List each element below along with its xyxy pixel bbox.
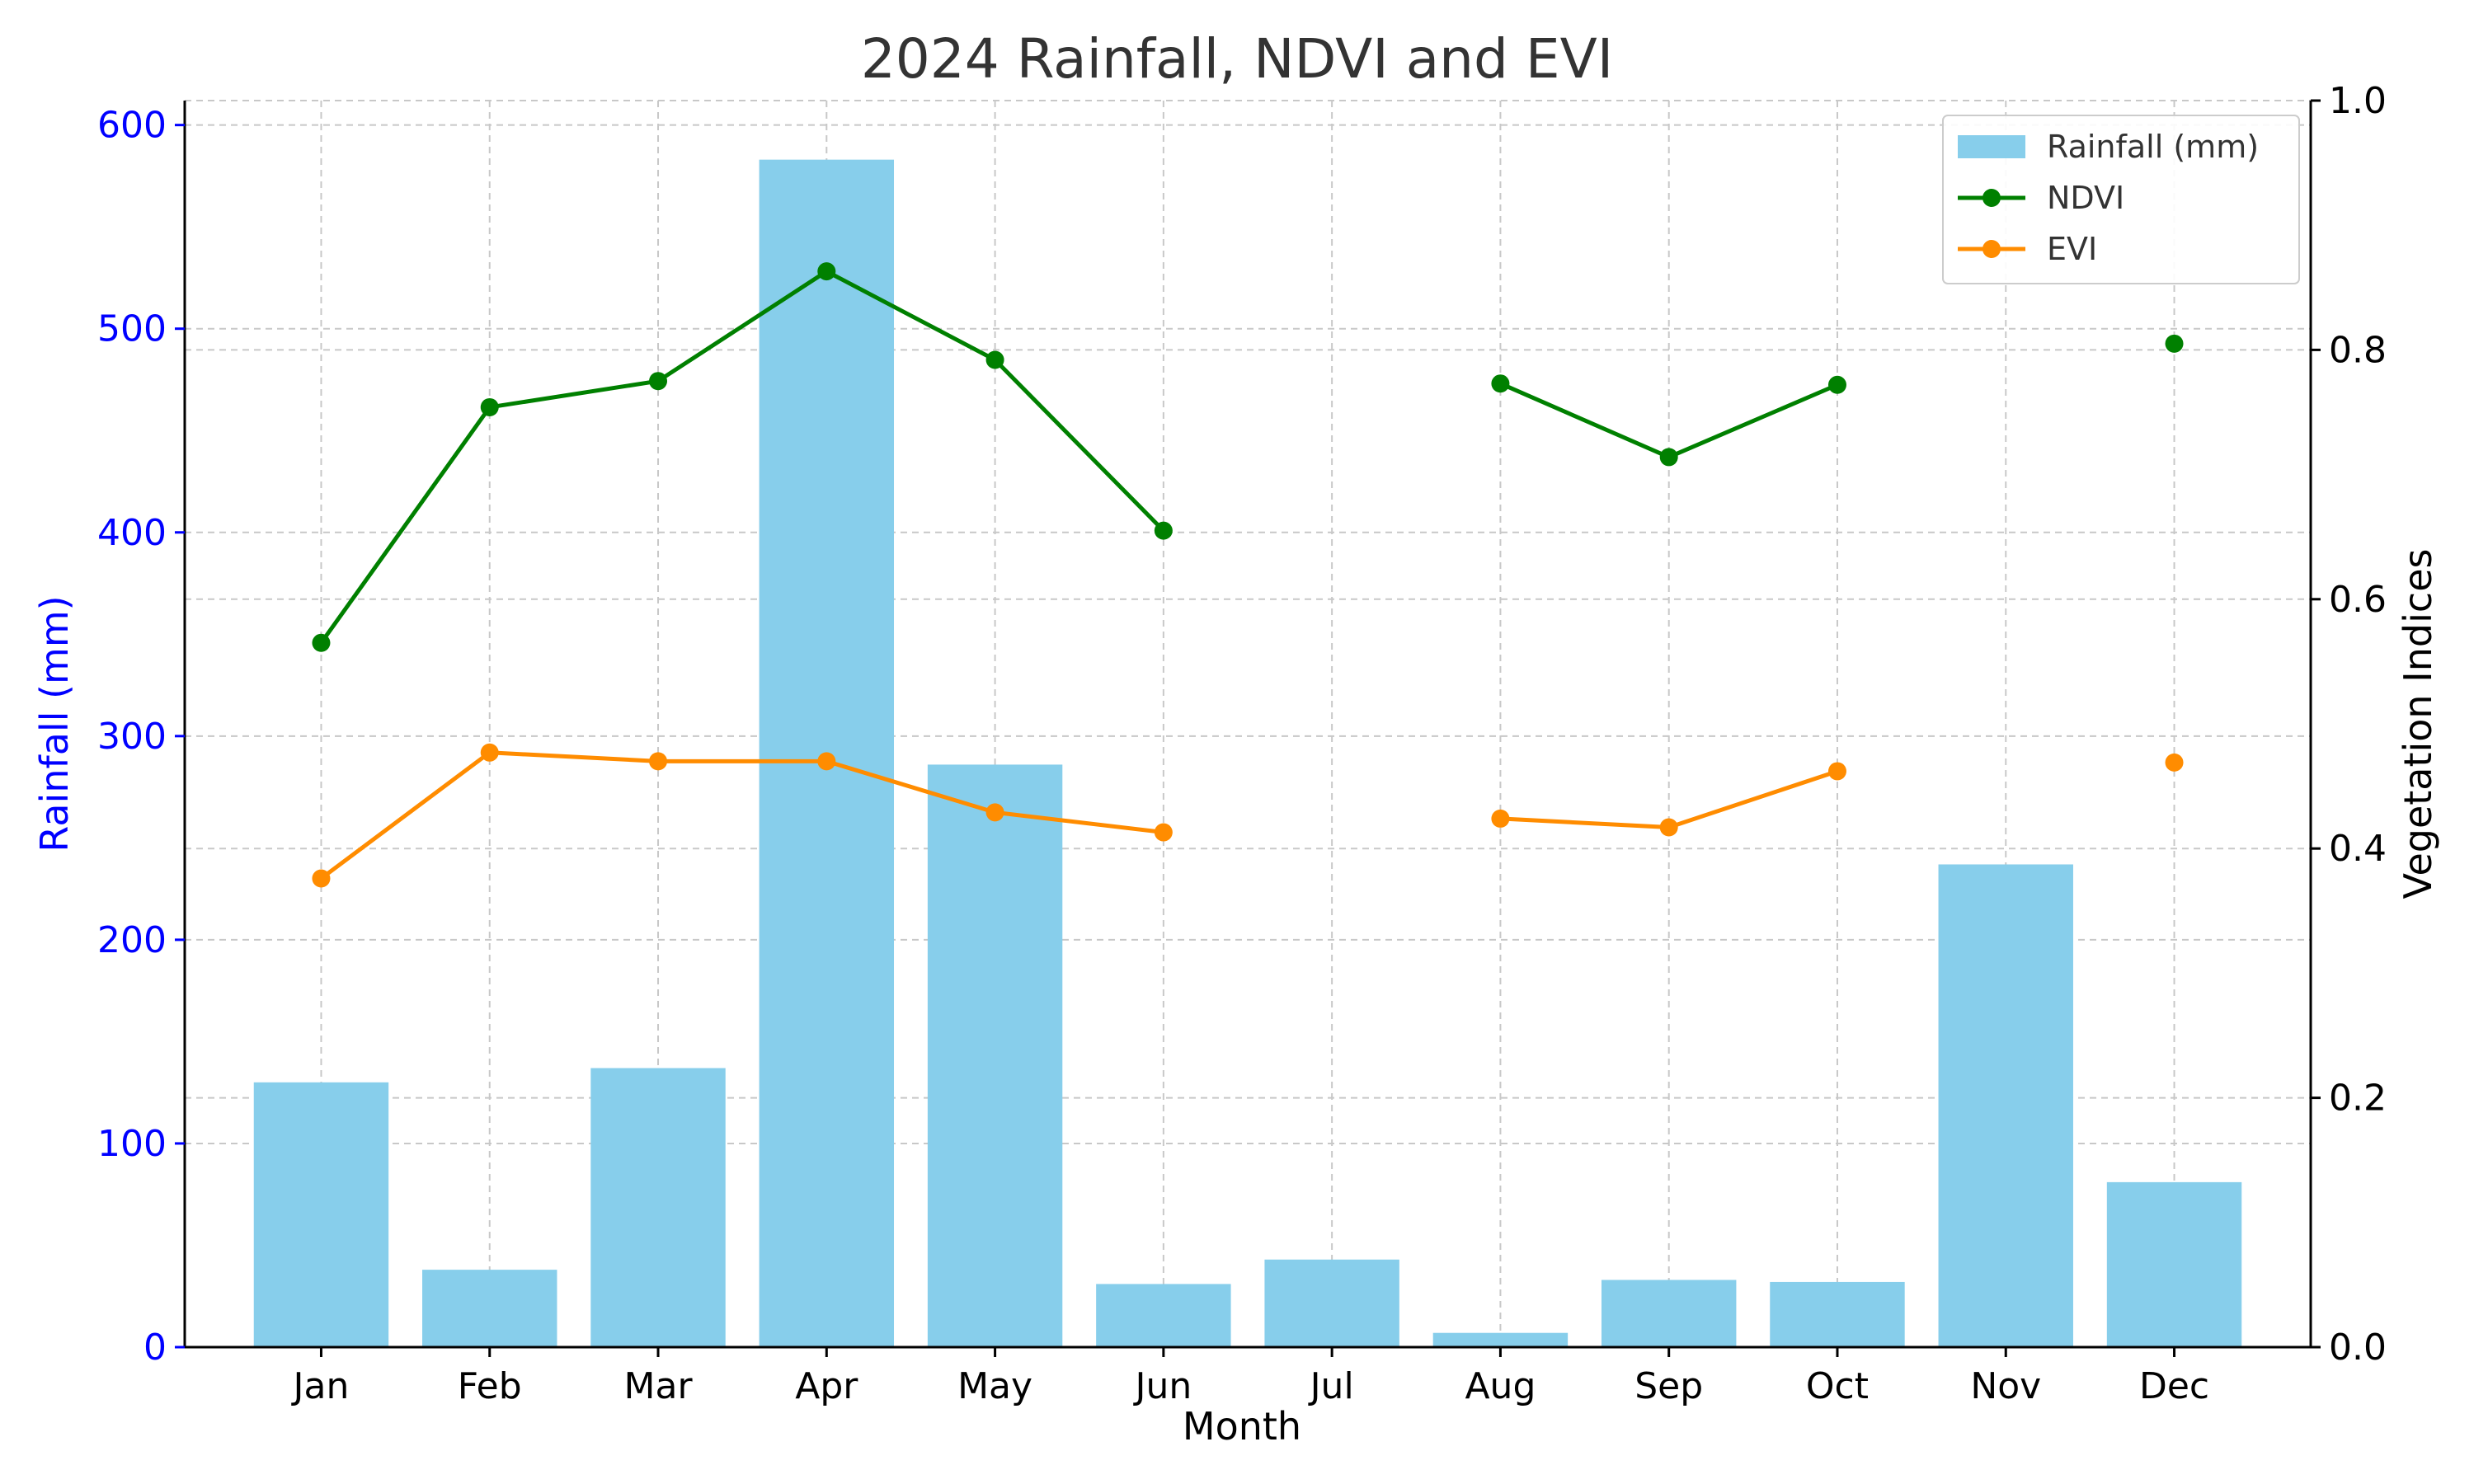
- x-tick-label: Aug: [1465, 1365, 1536, 1407]
- rainfall-bar: [1770, 1281, 1905, 1347]
- x-tick-label: May: [957, 1365, 1032, 1407]
- x-axis-title: Month: [1183, 1404, 1301, 1449]
- rainfall-bar: [1601, 1280, 1737, 1347]
- legend-marker-ndvi: [1982, 189, 2001, 207]
- ndvi-point: [1659, 448, 1678, 467]
- right-axis-title: Vegetation Indices: [2396, 549, 2440, 899]
- rainfall-bar: [253, 1082, 389, 1347]
- evi-point: [1491, 809, 1510, 828]
- evi-point: [1659, 818, 1678, 837]
- rainfall-bar: [927, 764, 1063, 1347]
- evi-point: [817, 752, 836, 771]
- left-tick-label: 400: [97, 512, 167, 554]
- index-lines: [312, 262, 2184, 888]
- ndvi-point: [817, 262, 836, 281]
- axes: [183, 101, 2312, 1349]
- legend: Rainfall (mm) NDVI EVI: [1942, 115, 2300, 284]
- evi-point: [985, 803, 1004, 822]
- legend-label-rainfall-mm: Rainfall (mm): [2047, 129, 2259, 165]
- x-tick-label: Oct: [1806, 1365, 1869, 1407]
- evi-point: [2165, 753, 2184, 772]
- x-tick-label: Feb: [458, 1365, 522, 1407]
- x-tick-label: Jul: [1308, 1365, 1354, 1407]
- left-tick-label: 500: [97, 308, 167, 350]
- chart-title: 2024 Rainfall, NDVI and EVI: [861, 27, 1613, 91]
- ndvi-point: [480, 397, 499, 416]
- rainfall-bar: [590, 1068, 726, 1347]
- left-axis-title: Rainfall (mm): [32, 595, 77, 852]
- evi-point: [480, 743, 499, 762]
- evi-line-segment: [319, 750, 1164, 881]
- ndvi-point: [1491, 374, 1510, 393]
- evi-point: [649, 752, 668, 771]
- legend-label-evi: EVI: [2047, 231, 2097, 267]
- x-tick-label: Dec: [2139, 1365, 2209, 1407]
- right-tick-label: 0.6: [2329, 579, 2387, 621]
- right-tick-label: 1.0: [2329, 80, 2387, 122]
- ndvi-point: [1827, 375, 1846, 394]
- ticks: Jan Feb Mar Apr May Jun Jul Aug Sep Oct Nov Dec 0 100…: [97, 80, 2387, 1407]
- ndvi-point: [649, 372, 668, 391]
- right-tick-label: 0.2: [2329, 1078, 2387, 1120]
- legend-label-ndvi: NDVI: [2047, 180, 2124, 216]
- rainfall-bar: [422, 1270, 557, 1347]
- evi-point: [1154, 823, 1173, 842]
- rainfall-bar: [2106, 1181, 2242, 1347]
- rainfall-bar: [1432, 1332, 1569, 1347]
- x-tick-label: Jun: [1132, 1365, 1192, 1407]
- right-tick-label: 0.0: [2329, 1327, 2387, 1369]
- rainfall-bar: [1938, 864, 2073, 1347]
- ndvi-point: [2165, 334, 2184, 353]
- legend-swatch-rainfall-mm: [1958, 135, 2025, 158]
- ndvi-line-segment: [319, 269, 1165, 645]
- ndvi-point: [1154, 521, 1173, 540]
- evi-point: [1827, 762, 1846, 781]
- right-tick-label: 0.4: [2329, 828, 2387, 870]
- x-tick-label: Sep: [1634, 1365, 1703, 1407]
- rainfall-bar: [1096, 1284, 1231, 1347]
- rainfall-bars: [253, 159, 2242, 1347]
- ndvi-point: [312, 633, 331, 652]
- legend-marker-evi: [1982, 240, 2001, 258]
- ndvi-point: [985, 350, 1004, 369]
- left-tick-label: 200: [97, 919, 167, 961]
- x-tick-label: Mar: [624, 1365, 694, 1407]
- legend-box: [1942, 115, 2300, 284]
- left-tick-label: 300: [97, 716, 167, 758]
- evi-point: [312, 869, 331, 888]
- left-tick-label: 600: [97, 105, 167, 147]
- left-tick-label: 100: [97, 1123, 167, 1165]
- right-tick-label: 0.8: [2329, 329, 2387, 371]
- x-tick-label: Jan: [291, 1365, 350, 1407]
- x-tick-label: Nov: [1970, 1365, 2041, 1407]
- left-tick-label: 0: [143, 1327, 167, 1369]
- x-tick-label: Apr: [795, 1365, 858, 1407]
- rainfall-bar: [1264, 1259, 1399, 1347]
